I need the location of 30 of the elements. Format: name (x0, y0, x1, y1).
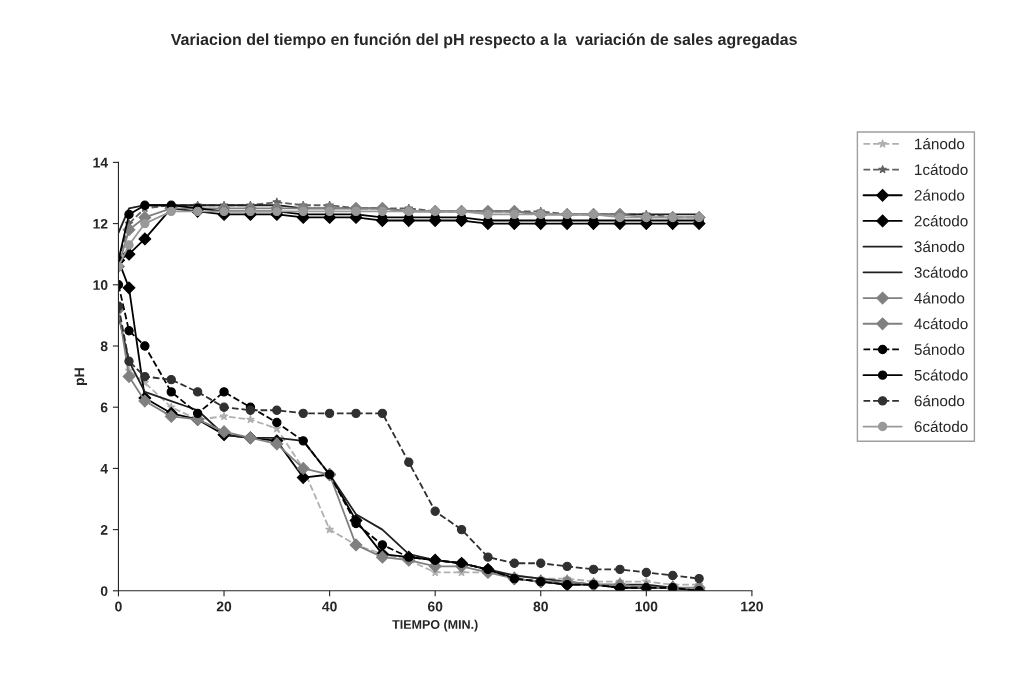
chart-title: Variacion del tiempo en función del pH respecto a la variación de sales agregadas (170, 33, 797, 49)
legend-label: 3cátodo (914, 266, 968, 278)
y-axis-title: pH (74, 368, 88, 385)
x-tick-label: 120 (741, 601, 763, 612)
y-tick-label: 12 (93, 218, 108, 229)
legend-label: 2cátodo (914, 215, 968, 227)
legend-label: 5ánodo (914, 343, 965, 355)
x-tick-label: 0 (115, 601, 122, 612)
x-tick-label: 40 (322, 601, 337, 612)
x-tick-label: 100 (635, 601, 658, 612)
x-tick-label: 20 (216, 601, 232, 612)
legend-label: 2ánodo (914, 189, 965, 201)
y-tick-label: 2 (100, 524, 108, 535)
legend-label: 1cátodo (915, 163, 968, 176)
y-tick-label: 4 (100, 463, 108, 474)
y-tick-label: 10 (93, 280, 108, 290)
legend-label: 6cátodo (914, 420, 968, 433)
legend-label: 3ánodo (914, 240, 965, 253)
y-tick-label: 14 (93, 157, 108, 168)
y-tick-label: 6 (100, 402, 108, 413)
legend-label: 4ánodo (914, 292, 965, 304)
legend-label: 4cátodo (914, 317, 968, 330)
y-tick-label: 8 (100, 341, 108, 352)
x-tick-label: 80 (533, 601, 548, 612)
legend-label: 5cátodo (914, 369, 968, 381)
x-axis-title: TIEMPO (MIN.) (392, 619, 478, 632)
y-tick-label: 0 (100, 586, 108, 596)
legend-label: 1ánodo (915, 137, 965, 150)
x-tick-label: 60 (427, 601, 443, 612)
legend-label: 6ánodo (914, 394, 965, 407)
